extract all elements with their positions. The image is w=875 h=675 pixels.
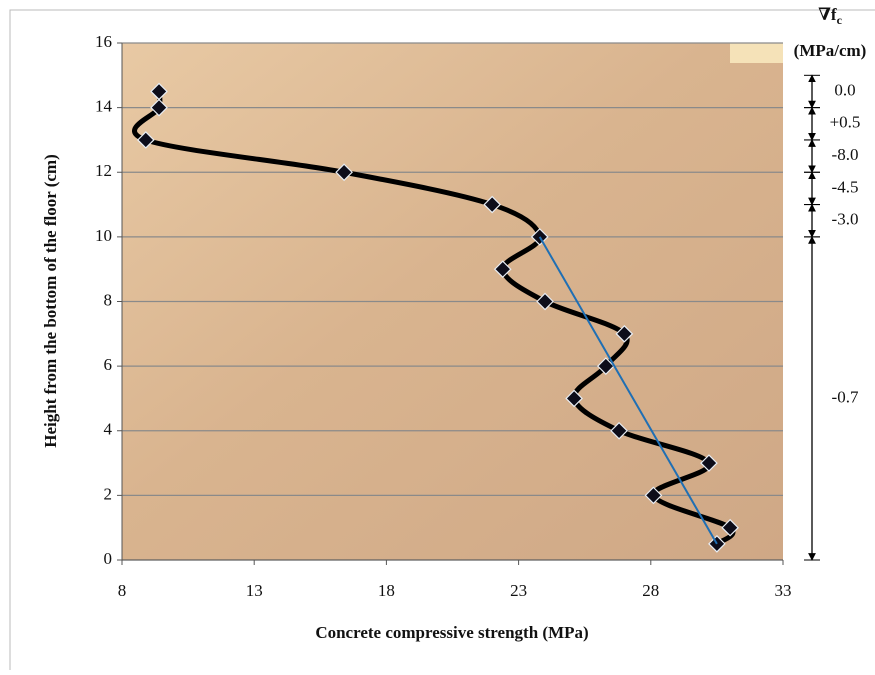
data-point <box>335 163 353 182</box>
data-point <box>136 131 155 149</box>
data-point <box>700 454 718 472</box>
y-tick-label: 4 <box>104 420 113 439</box>
y-axis-title: Height from the bottom of the floor (cm) <box>41 154 60 448</box>
gradient-label: -0.7 <box>832 387 859 406</box>
gradient-label: +0.5 <box>830 113 861 132</box>
gradient-label: -3.0 <box>832 210 859 229</box>
gradient-label: -4.5 <box>832 177 859 196</box>
x-tick-label: 8 <box>118 581 127 600</box>
data-point <box>536 292 554 311</box>
y-tick-label: 12 <box>95 161 112 180</box>
data-line <box>132 91 736 546</box>
gradient-label: -8.0 <box>832 145 859 164</box>
photo-background <box>730 43 783 63</box>
gradient-subscript: c <box>837 13 843 27</box>
y-tick-label: 2 <box>104 484 113 503</box>
data-point <box>493 260 512 279</box>
data-point <box>721 518 739 537</box>
y-tick-label: 10 <box>95 226 112 245</box>
data-point <box>150 98 168 117</box>
gradient-symbol: ∇f <box>818 5 837 24</box>
x-tick-label: 18 <box>378 581 395 600</box>
gradient-header: ∇fc <box>818 5 842 27</box>
data-point <box>644 486 663 505</box>
gradient-label: 0.0 <box>834 80 855 99</box>
x-tick-label: 13 <box>246 581 263 600</box>
y-tick-label: 8 <box>104 290 113 309</box>
x-tick-label: 23 <box>510 581 527 600</box>
y-tick-label: 14 <box>95 97 113 116</box>
data-point <box>483 195 502 214</box>
data-line <box>538 236 718 545</box>
y-tick-label: 16 <box>95 32 112 51</box>
x-tick-label: 28 <box>642 581 659 600</box>
data-point <box>597 357 615 375</box>
gradient-unit: (MPa/cm) <box>794 41 867 60</box>
y-tick-label: 0 <box>104 549 113 568</box>
x-tick-label: 33 <box>775 581 792 600</box>
x-axis-title: Concrete compressive strength (MPa) <box>315 623 588 642</box>
data-point <box>615 324 634 343</box>
data-point <box>565 389 583 408</box>
figure-border <box>9 9 875 670</box>
y-tick-label: 6 <box>104 355 113 374</box>
data-point <box>610 421 628 440</box>
